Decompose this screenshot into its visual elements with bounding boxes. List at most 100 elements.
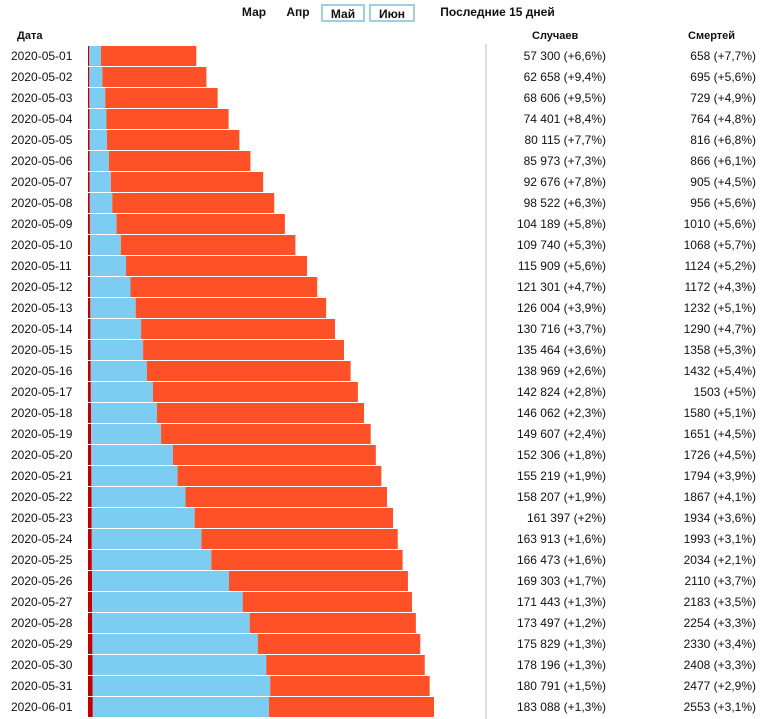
cases-value: 135 464 (+3,6%) bbox=[517, 343, 606, 357]
deaths-value: 905 (+4,5%) bbox=[690, 175, 756, 189]
active-bar-2020-05-09 bbox=[116, 214, 285, 234]
active-bar-2020-05-25 bbox=[211, 550, 403, 570]
tab-march[interactable]: Мар bbox=[241, 5, 267, 19]
cases-value: 175 829 (+1,3%) bbox=[517, 637, 606, 651]
deaths-bar-2020-05-23 bbox=[88, 508, 92, 528]
active-bar-2020-05-21 bbox=[177, 466, 382, 486]
cases-value: 109 740 (+5,3%) bbox=[517, 238, 606, 252]
cases-value: 68 606 (+9,5%) bbox=[524, 91, 606, 105]
date-label: 2020-05-22 bbox=[11, 490, 73, 504]
date-label: 2020-05-08 bbox=[11, 196, 73, 210]
date-label: 2020-05-13 bbox=[11, 301, 73, 315]
active-bar-2020-05-26 bbox=[228, 571, 408, 591]
deaths-column-header: Смертей bbox=[688, 30, 736, 42]
date-label: 2020-05-28 bbox=[11, 616, 73, 630]
cases-value: 115 909 (+5,6%) bbox=[518, 259, 606, 273]
recovered-bar-2020-05-07 bbox=[89, 172, 111, 192]
date-label: 2020-06-01 bbox=[11, 700, 73, 714]
active-bar-2020-05-20 bbox=[172, 445, 376, 465]
cases-value: 62 658 (+9,4%) bbox=[524, 70, 606, 84]
cases-value: 80 115 (+7,7%) bbox=[525, 133, 607, 147]
tab-april[interactable]: Апр bbox=[286, 5, 310, 19]
date-label: 2020-05-03 bbox=[11, 91, 73, 105]
cases-value: 126 004 (+3,9%) bbox=[517, 301, 606, 315]
deaths-value: 1172 (+4,3%) bbox=[685, 280, 757, 294]
active-bar-2020-05-13 bbox=[135, 298, 327, 318]
deaths-bar-2020-05-20 bbox=[88, 445, 92, 465]
active-bar-2020-05-17 bbox=[153, 382, 358, 402]
tab-last-15-days[interactable]: Последние 15 дней bbox=[440, 5, 555, 19]
recovered-bar-2020-05-14 bbox=[90, 319, 142, 339]
active-bar-2020-05-24 bbox=[201, 529, 398, 549]
deaths-bar-2020-05-29 bbox=[88, 634, 93, 654]
recovered-bar-2020-05-15 bbox=[90, 340, 144, 360]
cases-value: 98 522 (+6,3%) bbox=[524, 196, 606, 210]
cases-value: 180 791 (+1,5%) bbox=[517, 679, 606, 693]
recovered-bar-2020-06-01 bbox=[92, 697, 269, 717]
active-bar-2020-05-07 bbox=[110, 172, 264, 192]
deaths-value: 1726 (+4,5%) bbox=[684, 448, 756, 462]
recovered-bar-2020-05-25 bbox=[91, 550, 212, 570]
deaths-bar-2020-05-13 bbox=[88, 298, 91, 318]
recovered-bar-2020-05-22 bbox=[91, 487, 186, 507]
recovered-bar-2020-05-13 bbox=[90, 298, 136, 318]
date-label: 2020-05-06 bbox=[11, 154, 73, 168]
recovered-bar-2020-05-11 bbox=[90, 256, 127, 276]
deaths-value: 956 (+5,6%) bbox=[690, 196, 756, 210]
date-label: 2020-05-19 bbox=[11, 427, 73, 441]
deaths-bar-2020-05-14 bbox=[88, 319, 91, 339]
deaths-bar-2020-05-17 bbox=[88, 382, 91, 402]
recovered-bar-2020-05-02 bbox=[89, 67, 103, 87]
deaths-value: 1290 (+4,7%) bbox=[684, 322, 756, 336]
recovered-bar-2020-05-10 bbox=[90, 235, 121, 255]
cases-value: 130 716 (+3,7%) bbox=[517, 322, 606, 336]
period-tabs: Мар Апр Май Июн Последние 15 дней bbox=[0, 4, 773, 22]
deaths-bar-2020-05-19 bbox=[88, 424, 92, 444]
active-bar-2020-05-22 bbox=[185, 487, 387, 507]
deaths-value: 1794 (+3,9%) bbox=[684, 469, 756, 483]
date-label: 2020-05-18 bbox=[11, 406, 73, 420]
recovered-bar-2020-05-23 bbox=[91, 508, 195, 528]
date-label: 2020-05-26 bbox=[11, 574, 73, 588]
date-label: 2020-05-07 bbox=[11, 175, 73, 189]
deaths-value: 1432 (+5,4%) bbox=[684, 364, 756, 378]
deaths-bar-2020-05-03 bbox=[88, 88, 90, 108]
deaths-value: 2254 (+3,3%) bbox=[684, 616, 756, 630]
deaths-value: 1934 (+3,6%) bbox=[684, 511, 756, 525]
recovered-bar-2020-05-18 bbox=[90, 403, 157, 423]
deaths-value: 2110 (+3,7%) bbox=[685, 574, 757, 588]
cases-value: 149 607 (+2,4%) bbox=[517, 427, 606, 441]
recovered-bar-2020-05-05 bbox=[89, 130, 107, 150]
active-bar-2020-05-18 bbox=[156, 403, 365, 423]
active-bar-2020-05-28 bbox=[249, 613, 416, 633]
date-label: 2020-05-17 bbox=[11, 385, 73, 399]
recovered-bar-2020-05-03 bbox=[89, 88, 106, 108]
active-bar-2020-05-15 bbox=[143, 340, 345, 360]
cases-value: 166 473 (+1,6%) bbox=[517, 553, 606, 567]
deaths-bar-2020-05-05 bbox=[88, 130, 90, 150]
recovered-bar-2020-05-20 bbox=[91, 445, 173, 465]
cases-column-header: Случаев bbox=[532, 30, 579, 42]
date-label: 2020-05-04 bbox=[11, 112, 73, 126]
active-bar-2020-05-31 bbox=[270, 676, 430, 696]
deaths-value: 764 (+4,8%) bbox=[690, 112, 756, 126]
date-label: 2020-05-09 bbox=[11, 217, 73, 231]
recovered-bar-2020-05-31 bbox=[92, 676, 271, 696]
date-label: 2020-05-24 bbox=[11, 532, 73, 546]
tab-june[interactable]: Июн bbox=[369, 4, 415, 22]
active-bar-2020-05-02 bbox=[102, 67, 207, 87]
deaths-value: 1651 (+4,5%) bbox=[684, 427, 756, 441]
recovered-bar-2020-05-21 bbox=[91, 466, 178, 486]
date-label: 2020-05-25 bbox=[11, 553, 73, 567]
deaths-bar-2020-06-01 bbox=[88, 697, 93, 717]
cases-value: 163 913 (+1,6%) bbox=[517, 532, 606, 546]
deaths-value: 816 (+6,8%) bbox=[690, 133, 756, 147]
date-label: 2020-05-01 bbox=[11, 49, 73, 63]
deaths-bar-2020-05-30 bbox=[88, 655, 93, 675]
deaths-bar-2020-05-01 bbox=[88, 46, 90, 66]
active-bar-2020-05-03 bbox=[105, 88, 218, 108]
cases-value: 74 401 (+8,4%) bbox=[524, 112, 606, 126]
deaths-value: 1867 (+4,1%) bbox=[684, 490, 756, 504]
tab-may[interactable]: Май bbox=[321, 4, 365, 22]
